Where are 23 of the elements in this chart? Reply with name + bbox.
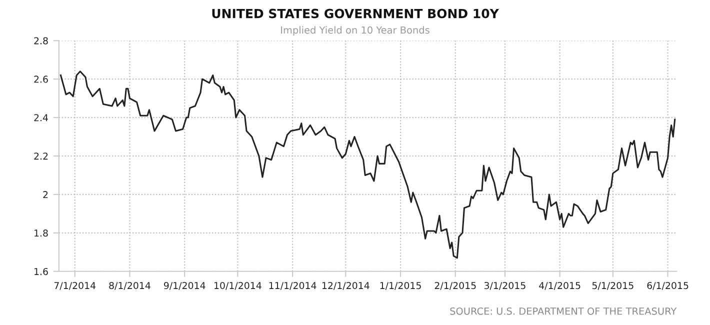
x-tick-label: 8/1/2014 bbox=[109, 282, 150, 290]
x-tick-label: 7/1/2014 bbox=[54, 282, 96, 290]
x-tick-label: 10/1/2014 bbox=[214, 282, 262, 290]
x-tick-label: 12/1/2014 bbox=[322, 282, 370, 290]
x-tick-label: 9/1/2014 bbox=[164, 282, 206, 290]
y-tick-label: 1.8 bbox=[34, 229, 48, 237]
x-tick-label: 5/1/2015 bbox=[592, 282, 634, 290]
x-tick-label: 2/1/2015 bbox=[434, 282, 476, 290]
x-tick-label: 4/1/2015 bbox=[539, 282, 580, 290]
x-tick-label: 3/1/2015 bbox=[484, 282, 526, 290]
source-note: SOURCE: U.S. DEPARTMENT OF THE TREASURY bbox=[450, 307, 677, 315]
y-tick-label: 2.4 bbox=[34, 114, 48, 122]
y-tick-label: 1.6 bbox=[34, 268, 48, 276]
x-tick-label: 6/1/2015 bbox=[647, 282, 688, 290]
y-tick-label: 2.8 bbox=[34, 37, 48, 44]
line-series bbox=[60, 70, 676, 259]
y-tick-label: 2.6 bbox=[34, 76, 48, 83]
chart-subtitle: Implied Yield on 10 Year Bonds bbox=[281, 26, 430, 36]
y-tick-label: 2 bbox=[43, 191, 48, 198]
y-tick-label: 2.2 bbox=[34, 152, 48, 160]
chart-title: UNITED STATES GOVERNMENT BOND 10Y bbox=[212, 8, 499, 18]
x-tick-label: 1/1/2015 bbox=[380, 282, 421, 290]
x-tick-label: 11/1/2014 bbox=[269, 282, 316, 290]
